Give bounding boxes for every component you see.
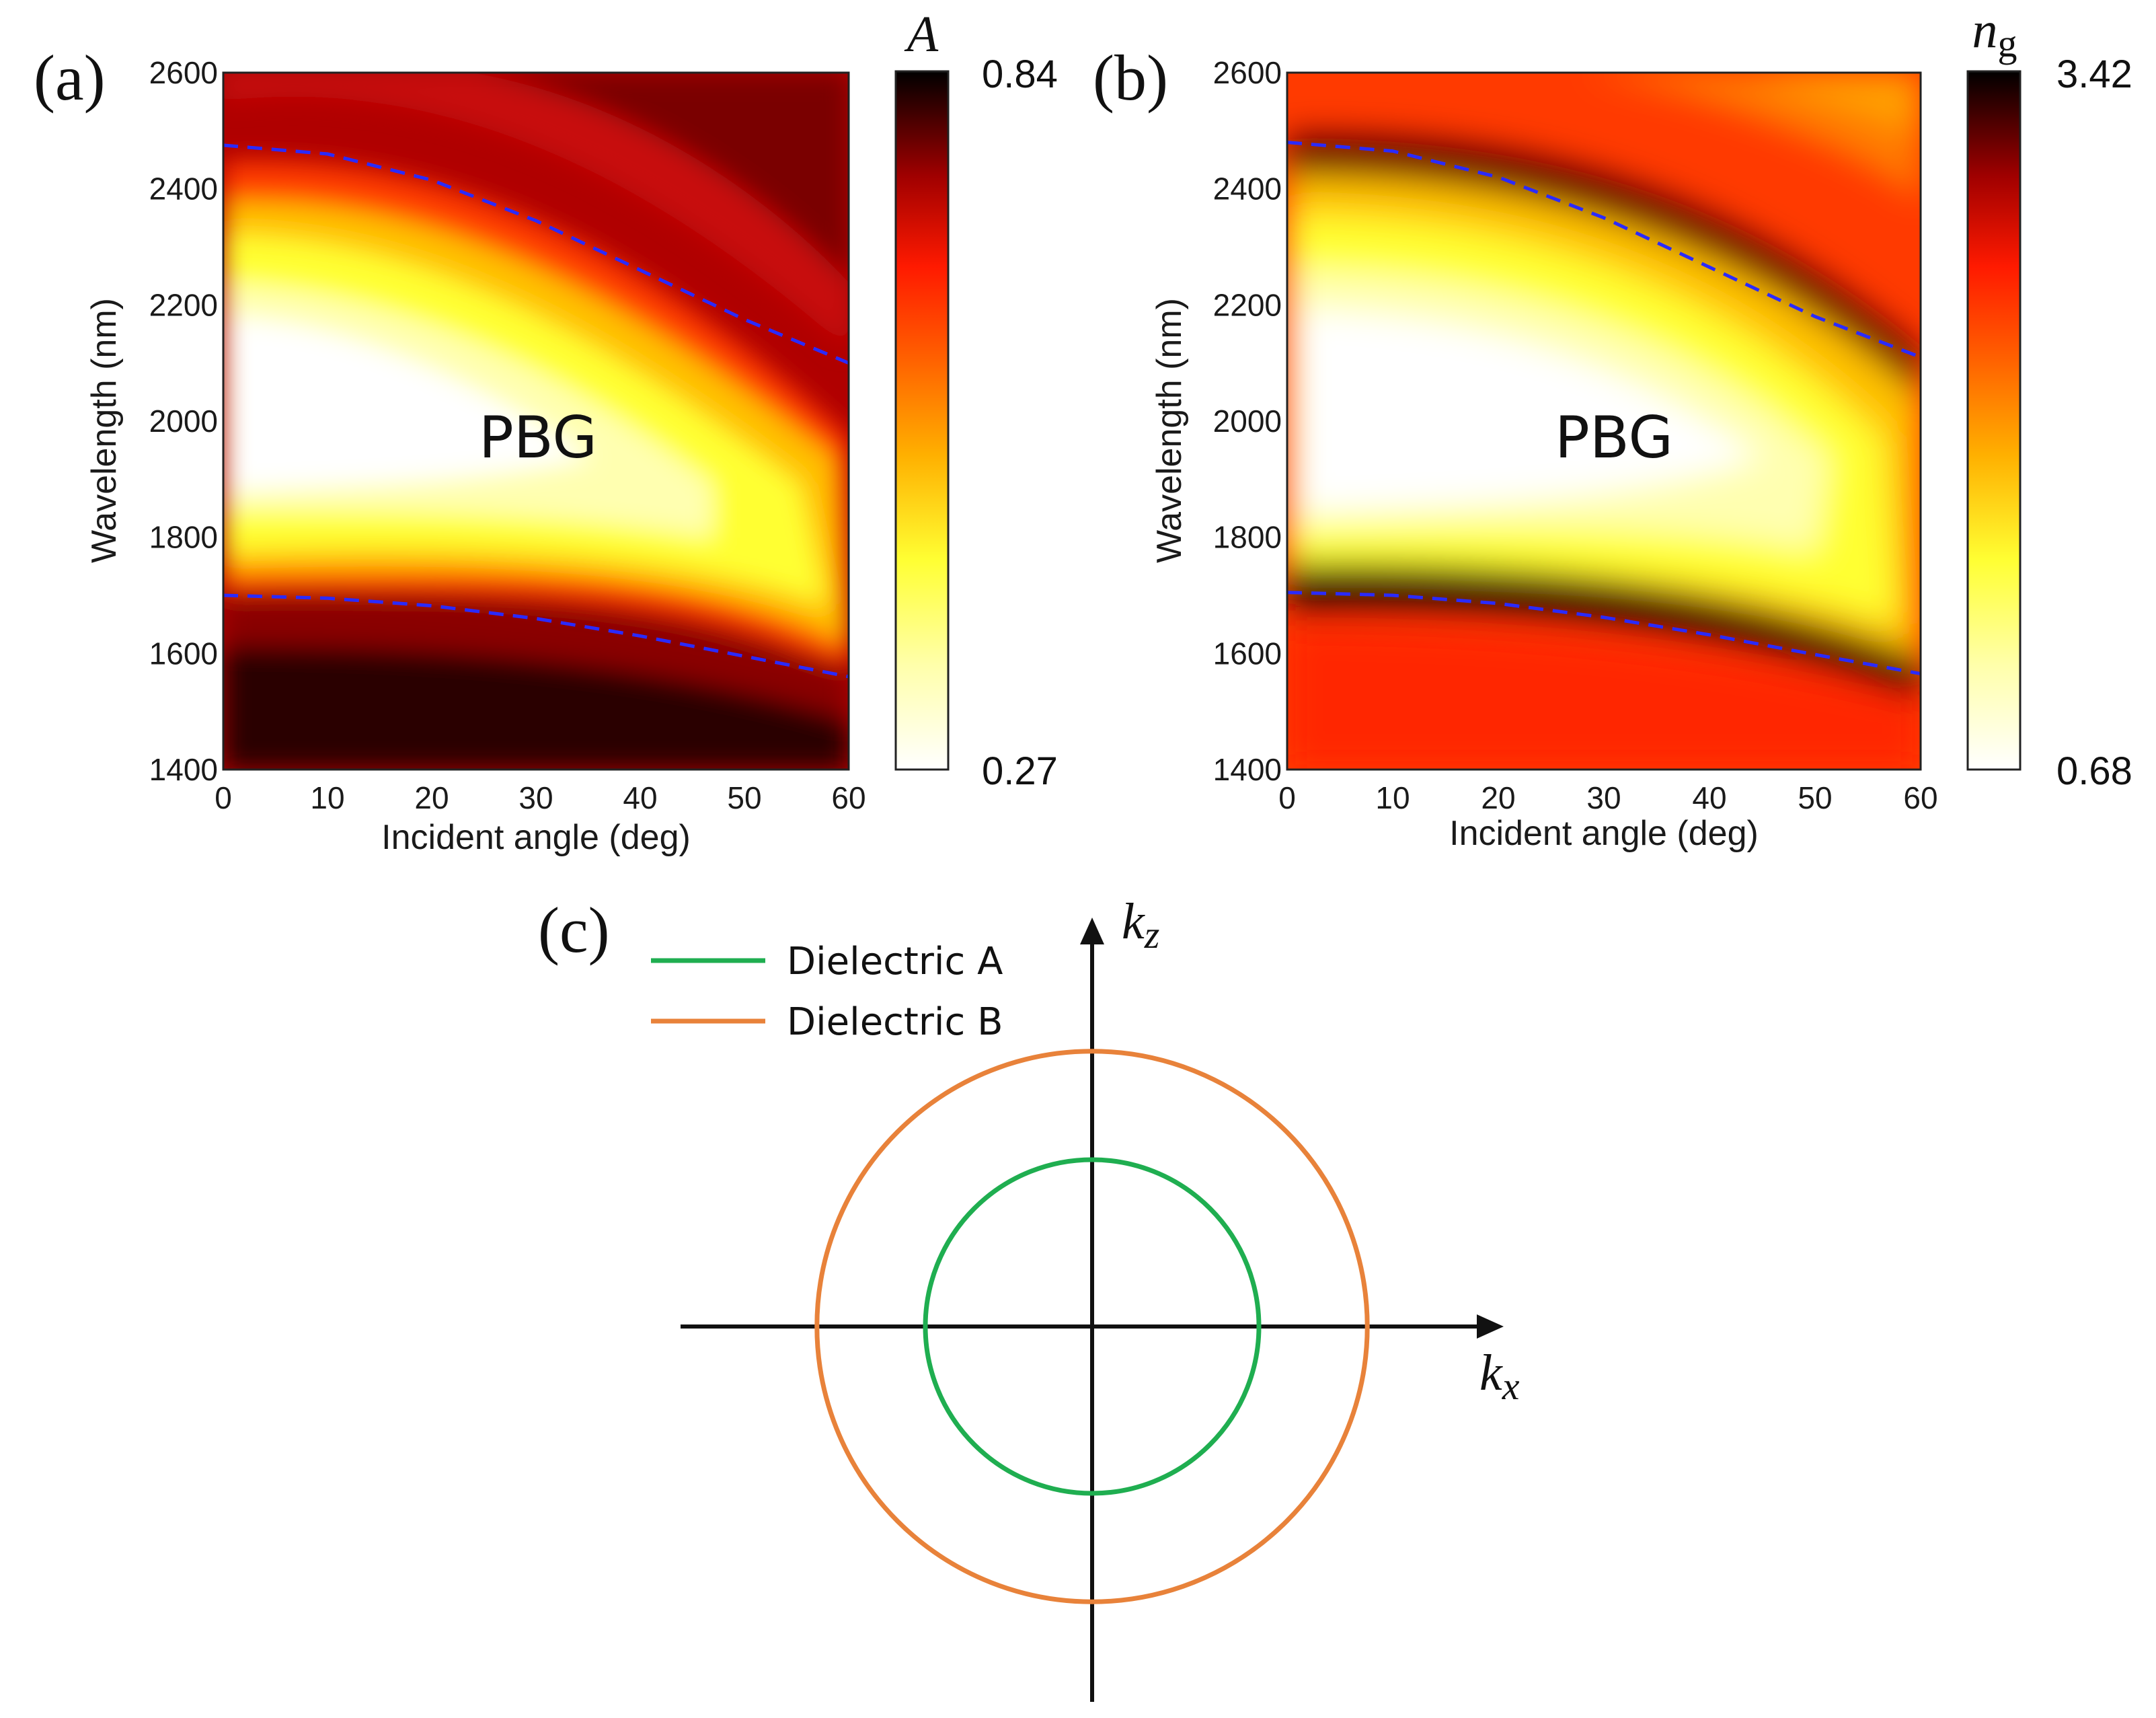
x-tick-label-b: 60 bbox=[1903, 780, 1937, 815]
legend-label-dielectric-b: Dielectric B bbox=[787, 1000, 1003, 1044]
y-tick-label-a: 2200 bbox=[149, 287, 218, 322]
y-tick-label-a: 2000 bbox=[149, 404, 218, 439]
band-edge-upper-b bbox=[1287, 141, 1921, 359]
y-tick-label-a: 2400 bbox=[149, 172, 218, 207]
x-tick-label-a: 60 bbox=[831, 780, 865, 815]
x-tick-label-b: 30 bbox=[1586, 780, 1621, 815]
panel-b-label: (b) bbox=[1093, 42, 1168, 114]
band-edge-lower-b bbox=[1287, 591, 1921, 675]
y-axis-b: 1400 1600 1800 2000 2200 2400 2600 bbox=[1213, 55, 1282, 787]
x-tick-label-b: 40 bbox=[1692, 780, 1726, 815]
y-tick-label-a: 1800 bbox=[149, 520, 218, 555]
heatmap-a bbox=[223, 73, 849, 770]
kx-label: kx bbox=[1479, 1345, 1520, 1408]
colorbar-title-a: A bbox=[904, 6, 939, 63]
x-tick-label-b: 50 bbox=[1798, 780, 1832, 815]
y-tick-label-a: 1600 bbox=[149, 636, 218, 671]
colorbar-a: A 0.84 0.27 bbox=[894, 6, 1058, 793]
x-axis-a: 0 10 20 30 40 50 60 bbox=[215, 780, 865, 815]
panel-a: (a) PBG 0 10 20 30 40 50 60 1400 1600 1800 2000 22… bbox=[34, 6, 1058, 857]
y-axis-label-b: Wavelength (nm) bbox=[1150, 298, 1189, 563]
colorbar-max-a: 0.84 bbox=[982, 52, 1058, 96]
y-tick-label-b: 2000 bbox=[1213, 404, 1282, 439]
x-axis-label-b: Incident angle (deg) bbox=[1449, 814, 1759, 853]
y-tick-label-b: 1600 bbox=[1213, 636, 1282, 671]
panel-c-label: (c) bbox=[538, 894, 610, 966]
heatmap-b bbox=[1287, 73, 1921, 770]
kz-label: kz bbox=[1122, 893, 1159, 957]
colorbar-max-b: 3.42 bbox=[2056, 52, 2132, 96]
colorbar-min-b: 0.68 bbox=[2056, 749, 2132, 793]
y-tick-label-b: 2200 bbox=[1213, 287, 1282, 322]
y-axis-label-a: Wavelength (nm) bbox=[85, 298, 124, 563]
legend-label-dielectric-a: Dielectric A bbox=[787, 940, 1003, 983]
band-edge-lower-a bbox=[223, 593, 849, 679]
y-tick-label-b: 2400 bbox=[1213, 172, 1282, 207]
isofrequency-circles bbox=[814, 1049, 1370, 1604]
panel-b: (b) PBG 0 10 20 30 40 50 60 1400 1600 1800 2000 22… bbox=[1093, 2, 2132, 853]
y-tick-label-a: 2600 bbox=[149, 55, 218, 90]
x-tick-label-a: 20 bbox=[414, 780, 449, 815]
x-axis-b: 0 10 20 30 40 50 60 bbox=[1278, 780, 1937, 815]
y-tick-label-b: 2600 bbox=[1213, 55, 1282, 90]
x-tick-label-a: 50 bbox=[727, 780, 761, 815]
y-tick-label-b: 1800 bbox=[1213, 520, 1282, 555]
x-tick-label-b: 10 bbox=[1375, 780, 1410, 815]
pbg-label-a: PBG bbox=[479, 404, 597, 472]
y-tick-label-b: 1400 bbox=[1213, 752, 1282, 787]
y-axis-a: 1400 1600 1800 2000 2200 2400 2600 bbox=[149, 55, 218, 787]
colorbar-min-a: 0.27 bbox=[982, 749, 1058, 793]
x-tick-label-a: 30 bbox=[518, 780, 553, 815]
x-tick-label-b: 20 bbox=[1481, 780, 1515, 815]
x-axis-label-a: Incident angle (deg) bbox=[381, 818, 691, 857]
isofrequency-circle-dielectric-a bbox=[923, 1157, 1262, 1496]
panel-a-label: (a) bbox=[34, 42, 106, 114]
isofrequency-circle-dielectric-b bbox=[814, 1049, 1370, 1604]
band-edge-upper-a bbox=[223, 143, 849, 365]
colorbar-b: ng 3.42 0.68 bbox=[1966, 2, 2132, 793]
colorbar-title-b: ng bbox=[1972, 2, 2017, 65]
y-tick-label-a: 1400 bbox=[149, 752, 218, 787]
panel-c: (c) Dielectric A Dielectric B kx kz bbox=[538, 893, 1520, 1702]
x-tick-label-a: 10 bbox=[310, 780, 344, 815]
kx-arrow-icon bbox=[1477, 1314, 1504, 1339]
x-tick-label-a: 40 bbox=[623, 780, 657, 815]
legend: Dielectric A Dielectric B bbox=[651, 940, 1003, 1044]
pbg-label-b: PBG bbox=[1555, 404, 1673, 472]
kz-arrow-icon bbox=[1080, 918, 1104, 944]
x-tick-label-a: 0 bbox=[215, 780, 232, 815]
x-tick-label-b: 0 bbox=[1278, 780, 1296, 815]
